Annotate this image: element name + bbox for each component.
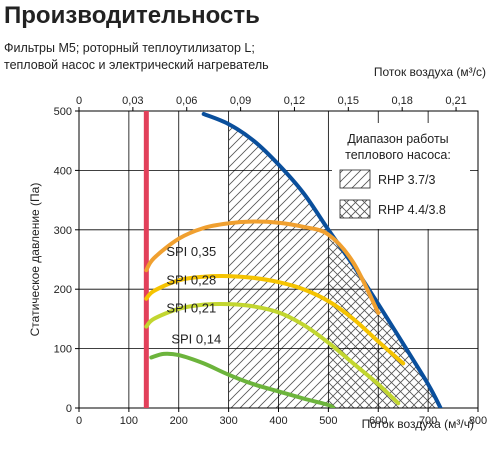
x-axis-title: Поток воздуха (м³/ч) [362,417,474,431]
x2-tick-label: 0,15 [338,95,359,107]
x2-tick-label: 0,03 [122,95,143,107]
series-line-spi028 [144,274,406,366]
series-label-spi028: SPI 0,28 [166,273,216,288]
legend-swatch-2 [339,199,371,219]
chart-subtitle: Фильтры М5; роторный теплоутилизатор L; … [4,40,269,74]
subtitle-line-1: Фильтры М5; роторный теплоутилизатор L; [4,41,255,55]
y-tick-label: 100 [54,344,72,356]
x-tick-label: 200 [170,415,188,427]
y-axis-title: Статическое давление (Па) [28,183,42,337]
series-line-spi021 [144,301,401,406]
x2-tick-label: 0 [76,95,82,107]
x2-tick-label: 0,21 [445,95,466,107]
legend-title-line-2: теплового насоса: [345,148,451,162]
series-line-max [201,112,443,408]
y-tick-label: 0 [66,403,72,415]
x2-tick-label: 0,12 [284,95,305,107]
x2-axis-title: Поток воздуха (м³/с) [374,65,486,79]
x-tick-label: 500 [319,415,337,427]
legend-item-1: RHP 3.7/3 [378,173,435,187]
x-tick-label: 800 [469,415,487,427]
x-tick-label: 700 [419,415,437,427]
x2-tick-label: 0,06 [176,95,197,107]
x-tick-label: 300 [219,415,237,427]
series-label-spi035: SPI 0,35 [166,244,216,259]
subtitle-line-2: тепловой насос и электрический нагревате… [4,58,269,72]
y-tick-label: 300 [54,225,72,237]
series-line-spi035 [144,219,381,315]
legend-item-2: RHP 4.4/3.8 [378,203,446,217]
page-title: Производительность [4,2,260,29]
x-tick-label: 400 [269,415,287,427]
x2-tick-label: 0,18 [391,95,412,107]
series-label-spi014: SPI 0,14 [171,332,221,347]
series-label-spi021: SPI 0,21 [166,301,216,316]
x2-tick-label: 0,09 [230,95,251,107]
x-tick-label: 100 [120,415,138,427]
y-tick-label: 400 [54,165,72,177]
legend-swatch-1 [339,169,371,189]
x-tick-label: 600 [369,415,387,427]
x-tick-label: 0 [76,415,82,427]
y-tick-label: 500 [54,106,72,118]
legend-title-line-1: Диапазон работы [347,132,448,146]
y-tick-label: 200 [54,284,72,296]
series-line-spi014 [149,351,336,408]
